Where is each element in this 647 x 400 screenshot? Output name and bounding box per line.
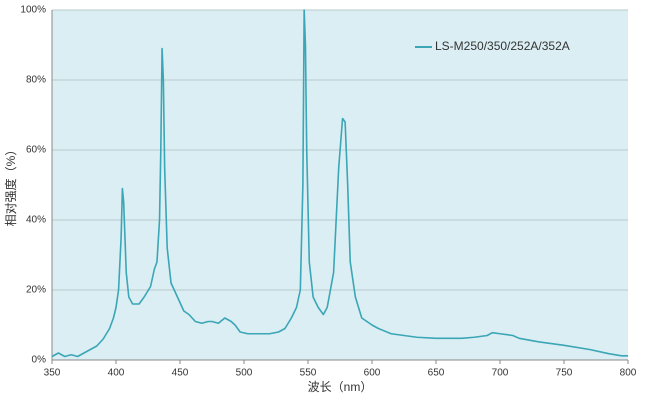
x-tick-label: 500: [236, 368, 253, 379]
x-axis-label: 波长（nm）: [308, 380, 373, 394]
legend-label: LS-M250/350/252A/352A: [435, 39, 570, 53]
x-tick-label: 400: [108, 368, 125, 379]
y-tick-label: 20%: [26, 285, 46, 296]
x-tick-label: 550: [300, 368, 317, 379]
y-tick-label: 40%: [26, 215, 46, 226]
x-tick-label: 650: [428, 368, 445, 379]
y-tick-label: 0%: [32, 355, 47, 366]
y-tick-label: 60%: [26, 145, 46, 156]
x-tick-label: 750: [556, 368, 573, 379]
x-tick-label: 350: [44, 368, 61, 379]
y-tick-label: 100%: [20, 5, 46, 16]
y-tick-label: 80%: [26, 75, 46, 86]
x-tick-label: 450: [172, 368, 189, 379]
x-tick-label: 700: [492, 368, 509, 379]
plot-area: [52, 10, 628, 360]
x-tick-label: 800: [620, 368, 637, 379]
x-tick-label: 600: [364, 368, 381, 379]
series-line: [51, 9, 628, 358]
y-axis-label: 相对强度（%）: [3, 144, 18, 227]
